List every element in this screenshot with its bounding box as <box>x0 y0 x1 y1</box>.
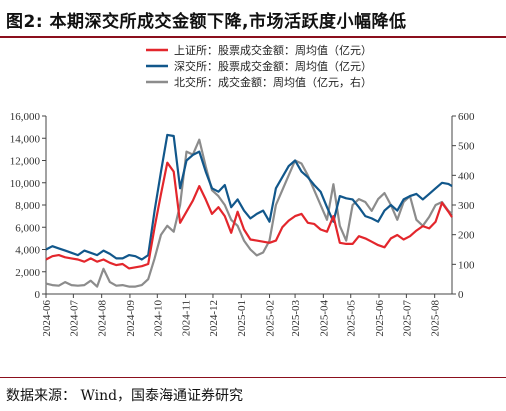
right-tick-label: 300 <box>458 200 475 212</box>
left-tick-label: 2,000 <box>15 267 40 279</box>
left-tick-label: 4,000 <box>15 245 40 257</box>
left-tick-label: 14,000 <box>10 133 41 145</box>
left-tick-label: 12,000 <box>10 156 41 168</box>
source-divider <box>0 377 506 378</box>
series-line-1 <box>45 133 453 261</box>
x-tick-label: 2025-06 <box>374 300 386 337</box>
x-tick-label: 2025-07 <box>401 300 413 337</box>
x-tick-label: 2024-09 <box>125 300 137 337</box>
title-divider <box>0 36 506 38</box>
right-tick-label: 0 <box>458 289 464 301</box>
left-tick-label: 0 <box>35 289 41 301</box>
x-tick-label: 2024-10 <box>152 300 164 337</box>
x-tick-label: 2024-07 <box>68 300 80 337</box>
legend-label-0: 上证所：股票成交金额：周均值（亿元） <box>174 43 372 57</box>
right-tick-label: 600 <box>458 111 475 123</box>
axes: 0 2,000 4,000 6,000 8,000 10,000 12,000 14,000 1… <box>10 111 475 337</box>
x-tick-label: 2025-05 <box>346 300 358 337</box>
x-tick-label: 2024-06 <box>41 300 53 337</box>
x-tick-label: 2025-02 <box>265 300 277 337</box>
chart-title: 图2: 本期深交所成交金额下降,市场活跃度小幅降低 <box>6 12 407 32</box>
right-tick-label: 500 <box>458 141 475 153</box>
left-tick-label: 16,000 <box>10 111 41 123</box>
x-tick-label: 2025-03 <box>290 300 302 337</box>
legend: 上证所：股票成交金额：周均值（亿元） 深交所：股票成交金额：周均值（亿元） 北交所：… <box>146 43 372 89</box>
chart-canvas: 上证所：股票成交金额：周均值（亿元） 深交所：股票成交金额：周均值（亿元） 北交所：… <box>10 43 475 337</box>
series-line-2 <box>45 138 453 288</box>
right-tick-label: 100 <box>458 259 475 271</box>
legend-label-2: 北交所：成交金额：周均值（亿元，右） <box>174 75 372 89</box>
left-tick-label: 8,000 <box>15 200 40 212</box>
right-tick-label: 200 <box>458 230 475 242</box>
left-tick-label: 10,000 <box>10 178 41 190</box>
left-tick-label: 6,000 <box>15 222 40 234</box>
series-line-0 <box>45 161 453 270</box>
legend-label-1: 深交所：股票成交金额：周均值（亿元） <box>174 59 372 73</box>
x-tick-label: 2025-08 <box>430 300 442 337</box>
x-tick-label: 2024-11 <box>181 300 193 336</box>
figure-header: 图2: 本期深交所成交金额下降,市场活跃度小幅降低 <box>0 0 506 42</box>
x-tick-label: 2024-12 <box>208 300 220 337</box>
x-tick-label: 2024-08 <box>97 300 109 337</box>
plot-area <box>45 133 453 288</box>
right-tick-label: 400 <box>458 170 475 182</box>
source-note: 数据来源： Wind，国泰海通证券研究 <box>6 388 244 404</box>
x-tick-label: 2025-04 <box>318 300 330 337</box>
x-tick-label: 2025-01 <box>236 300 248 337</box>
